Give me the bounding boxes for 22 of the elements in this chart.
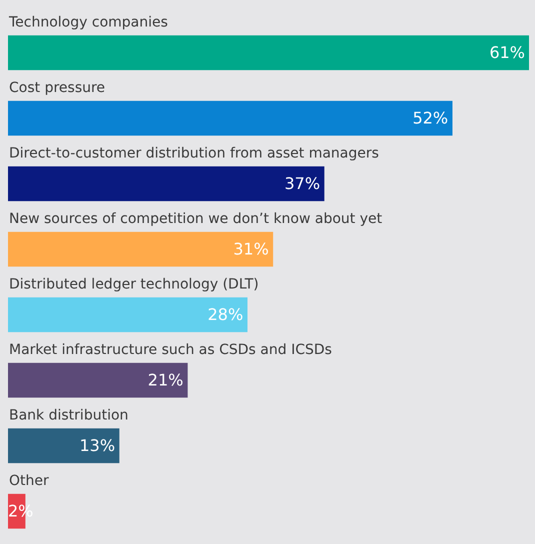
bar xyxy=(8,297,248,332)
y-tick-label: Cost pressure xyxy=(9,80,106,96)
bar xyxy=(8,35,529,70)
y-tick-label: Direct-to-customer distribution from asset managers xyxy=(9,145,379,162)
data-label: 61% xyxy=(489,42,525,62)
y-tick-label: Technology companies xyxy=(8,14,168,30)
bar xyxy=(8,362,188,398)
y-tick-label: Other xyxy=(9,472,49,489)
bar xyxy=(8,166,324,202)
y-tick-label: New sources of competition we don’t know about yet xyxy=(9,210,383,227)
data-label: 28% xyxy=(208,304,244,324)
data-label: 13% xyxy=(79,436,116,455)
y-tick-label: Distributed ledger technology (DLT) xyxy=(9,276,259,292)
y-tick-label: Market infrastructure such as CSDs and ICSDs xyxy=(9,342,332,358)
bar xyxy=(8,232,274,267)
y-tick-label: Bank distribution xyxy=(9,407,128,424)
data-label: 52% xyxy=(412,108,448,128)
data-label: 21% xyxy=(148,370,184,390)
data-label: 31% xyxy=(233,239,269,258)
bar xyxy=(8,100,452,136)
bar xyxy=(8,428,120,464)
data-label: 37% xyxy=(284,174,320,193)
